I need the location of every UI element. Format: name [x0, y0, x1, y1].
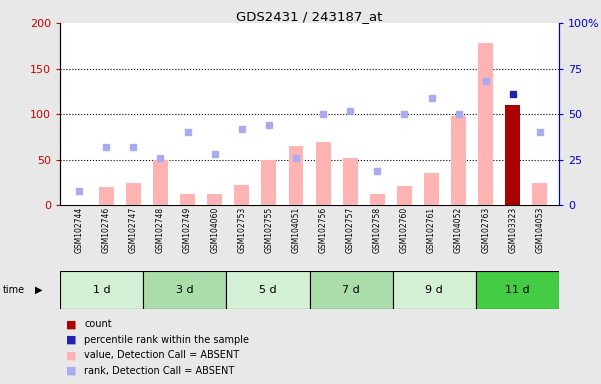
Text: GSM102761: GSM102761: [427, 207, 436, 253]
Text: GSM102744: GSM102744: [75, 207, 84, 253]
Text: 1 d: 1 d: [93, 285, 111, 295]
Bar: [397, 186, 412, 205]
Bar: [288, 146, 304, 205]
Bar: [234, 185, 249, 205]
Bar: [532, 183, 548, 205]
Text: percentile rank within the sample: percentile rank within the sample: [84, 335, 249, 345]
Bar: [261, 160, 276, 205]
Bar: [424, 173, 439, 205]
Bar: [227, 271, 310, 309]
Text: 11 d: 11 d: [505, 285, 529, 295]
Text: 9 d: 9 d: [426, 285, 443, 295]
Text: GSM104060: GSM104060: [210, 207, 219, 253]
Text: GSM102763: GSM102763: [481, 207, 490, 253]
Text: 7 d: 7 d: [342, 285, 360, 295]
Bar: [392, 271, 476, 309]
Bar: [370, 194, 385, 205]
Text: rank, Detection Call = ABSENT: rank, Detection Call = ABSENT: [84, 366, 234, 376]
Text: GSM102760: GSM102760: [400, 207, 409, 253]
Text: GSM102755: GSM102755: [264, 207, 273, 253]
Text: ■: ■: [66, 366, 76, 376]
Text: time: time: [3, 285, 25, 295]
Bar: [207, 194, 222, 205]
Text: ■: ■: [66, 350, 76, 360]
Bar: [60, 271, 143, 309]
Bar: [180, 194, 195, 205]
Bar: [126, 183, 141, 205]
Text: 3 d: 3 d: [176, 285, 194, 295]
Text: GSM102748: GSM102748: [156, 207, 165, 253]
Text: GSM104053: GSM104053: [535, 207, 545, 253]
Bar: [99, 187, 114, 205]
Bar: [343, 158, 358, 205]
Text: GSM102756: GSM102756: [319, 207, 328, 253]
Bar: [316, 142, 331, 205]
Text: GSM102757: GSM102757: [346, 207, 355, 253]
Bar: [451, 116, 466, 205]
Text: 5 d: 5 d: [259, 285, 276, 295]
Bar: [478, 43, 493, 205]
Text: GSM104052: GSM104052: [454, 207, 463, 253]
Bar: [143, 271, 227, 309]
Text: GSM102747: GSM102747: [129, 207, 138, 253]
Text: GSM102749: GSM102749: [183, 207, 192, 253]
Text: GDS2431 / 243187_at: GDS2431 / 243187_at: [236, 10, 383, 23]
Bar: [310, 271, 392, 309]
Text: GSM103323: GSM103323: [508, 207, 517, 253]
Bar: [505, 105, 520, 205]
Text: GSM102758: GSM102758: [373, 207, 382, 253]
Text: ■: ■: [66, 335, 76, 345]
Text: value, Detection Call = ABSENT: value, Detection Call = ABSENT: [84, 350, 239, 360]
Bar: [476, 271, 559, 309]
Text: ■: ■: [66, 319, 76, 329]
Bar: [153, 160, 168, 205]
Text: ▶: ▶: [35, 285, 42, 295]
Text: GSM104051: GSM104051: [291, 207, 300, 253]
Text: GSM102746: GSM102746: [102, 207, 111, 253]
Text: count: count: [84, 319, 112, 329]
Text: GSM102753: GSM102753: [237, 207, 246, 253]
